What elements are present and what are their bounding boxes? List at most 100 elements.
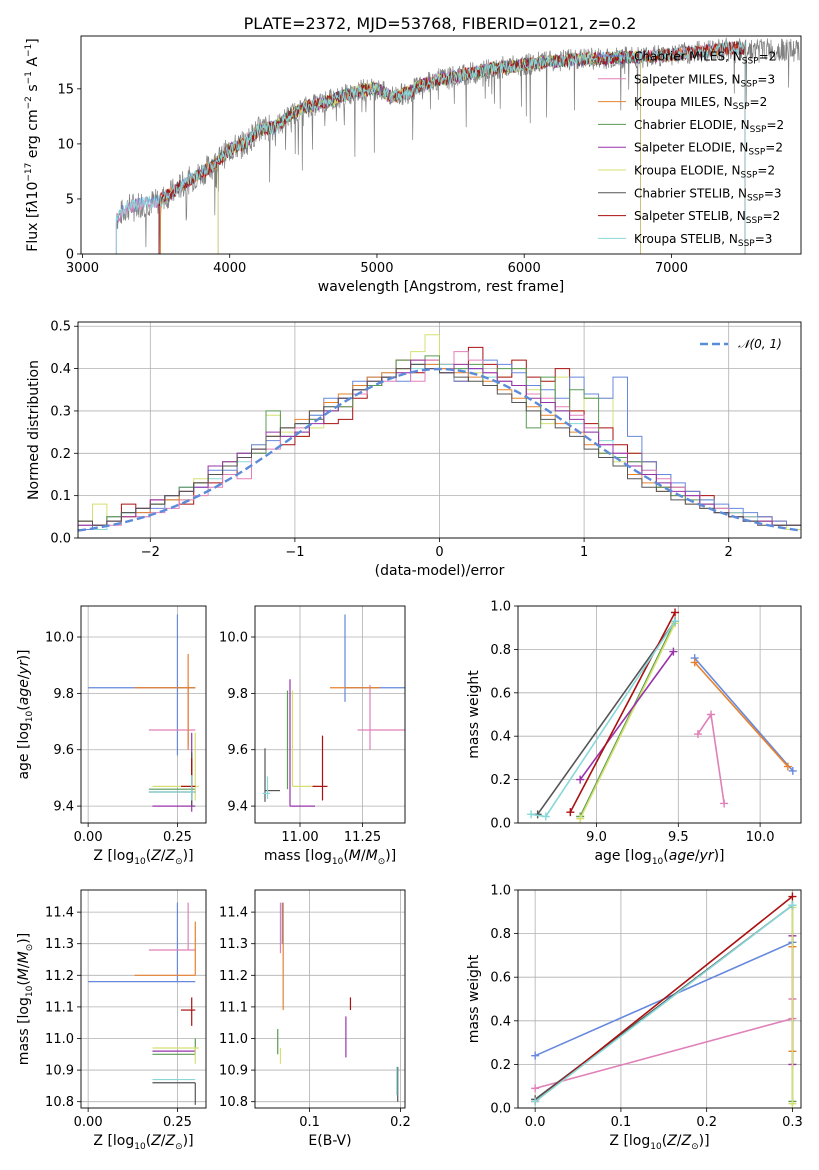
y-axis-label: mass weight <box>466 670 482 759</box>
y-tick-label: 0.3 <box>50 404 71 419</box>
weight-line <box>697 712 725 804</box>
y-tick-label: 11.1 <box>219 1000 248 1015</box>
legend-label: Salpeter MILES, N <box>634 72 741 86</box>
errorbars <box>88 902 199 1105</box>
weight-marker <box>788 1099 797 1108</box>
x-axis-label: wavelength [Angstrom, rest frame] <box>318 279 564 295</box>
legend-subscript: SSP <box>741 79 758 89</box>
y-tick-label: 0.1 <box>50 489 71 504</box>
weight-marker <box>531 1051 540 1060</box>
legend-label: Kroupa STELIB, N <box>634 232 738 246</box>
weight-line <box>579 623 676 820</box>
weight-line <box>579 620 676 817</box>
weight-marker <box>671 617 680 626</box>
weight-line <box>534 999 794 1090</box>
legend-subscript: SSP <box>750 125 767 135</box>
legend-subscript: SSP <box>746 216 763 226</box>
y-tick-label: 0 <box>66 248 74 263</box>
legend-entry: Salpeter STELIB, NSSP=2 <box>634 209 780 226</box>
x-tick-label: −1 <box>285 545 304 560</box>
weight-line <box>694 657 794 772</box>
x-tick-label: 11.00 <box>281 830 318 845</box>
y-tick-label: 10.0 <box>219 631 248 646</box>
y-tick-label: 0.0 <box>490 1102 511 1117</box>
x-tick-label: 0.2 <box>390 1115 411 1130</box>
legend-entry: Kroupa STELIB, NSSP=3 <box>634 232 772 249</box>
weight-marker <box>690 658 699 667</box>
y-axis-label: Flux [fλ10−17 erg cm−2 s−1 A−1] <box>24 38 41 251</box>
legend-entry: Chabrier STELIB, NSSP=3 <box>634 186 782 203</box>
x-tick-label: 11.25 <box>344 830 381 845</box>
legend-label: Salpeter ELODIE, N <box>634 141 748 155</box>
legend-count: =2 <box>757 164 775 178</box>
axes-frame <box>77 321 802 539</box>
x-tick-label: 9.0 <box>586 830 607 845</box>
y-tick-label: 0.4 <box>490 730 511 745</box>
y-tick-label: 11.4 <box>45 906 74 921</box>
legend-entry: Chabrier ELODIE, NSSP=2 <box>634 118 784 135</box>
legend-subscript: SSP <box>738 239 755 249</box>
legend-subscript: SSP <box>742 57 759 67</box>
legend-subscript: SSP <box>741 171 758 181</box>
x-tick-label: 9.5 <box>668 830 689 845</box>
y-tick-label: 10 <box>57 137 74 152</box>
y-tick-label: 0.2 <box>50 447 71 462</box>
axes-frame <box>80 35 802 255</box>
errorbars <box>262 614 405 807</box>
histogram-step-line <box>78 363 801 526</box>
x-axis-label: Z [log10(Z/Z⊙)] <box>609 1133 709 1152</box>
weight-marker <box>788 766 797 775</box>
y-tick-label: 1.0 <box>490 884 511 899</box>
y-tick-label: 11.2 <box>45 969 74 984</box>
weight-marker <box>693 730 702 739</box>
weight-line <box>534 904 793 1103</box>
chart-age-vs-Z: 0.00 0.25 9.4 9.6 9.8 10.0 Z [log10(Z/Z⊙)] age … <box>16 605 207 867</box>
legend-entry: Kroupa MILES, NSSP=2 <box>634 95 767 112</box>
x-tick-label: 0.3 <box>782 1115 803 1130</box>
x-axis-label: E(B-V) <box>308 1133 351 1149</box>
x-tick-label: 7000 <box>655 261 688 276</box>
legend-label: Salpeter STELIB, N <box>634 209 746 223</box>
x-tick-label: −2 <box>141 545 160 560</box>
legend-entry: Salpeter ELODIE, NSSP=2 <box>634 141 783 158</box>
x-tick-label: 1 <box>580 545 588 560</box>
x-tick-label: 10.0 <box>746 830 775 845</box>
y-tick-label: 11.0 <box>45 1032 74 1047</box>
legend-entry: Chabrier MILES, NSSP=2 <box>634 50 776 67</box>
chart-weight-vs-age: 9.0 9.5 10.0 0.0 0.2 0.4 0.6 0.8 1.0 age [log10(a… <box>466 600 802 867</box>
legend-subscript: SSP <box>748 148 765 158</box>
legend-subscript: SSP <box>747 193 764 203</box>
weight-line <box>534 895 793 1103</box>
legend-entry: Salpeter MILES, NSSP=3 <box>634 72 775 89</box>
weight-line <box>536 620 676 815</box>
y-tick-label: 9.8 <box>53 687 74 702</box>
legend-label: Chabrier MILES, N <box>634 50 742 64</box>
y-axis-label: mass [log10(M/M⊙)] <box>16 933 35 1065</box>
y-tick-label: 11.3 <box>45 937 74 952</box>
y-tick-label: 0.4 <box>50 362 71 377</box>
weight-line <box>579 651 675 781</box>
y-tick-label: 0.0 <box>490 817 511 832</box>
weight-line <box>694 661 789 768</box>
chart-age-vs-mass: 11.00 11.25 9.4 9.6 9.8 10.0 mass [log10(M/M⊙)… <box>219 605 406 867</box>
legend-normal: 𝒩(0, 1) <box>738 337 782 351</box>
y-tick-label: 0.5 <box>50 320 71 335</box>
legend-count: =2 <box>766 118 784 132</box>
y-tick-label: 9.6 <box>53 743 74 758</box>
normal-curve <box>78 367 801 532</box>
weight-marker <box>788 892 797 901</box>
x-axis-label: Z [log10(Z/Z⊙)] <box>93 1133 193 1152</box>
y-tick-label: 9.8 <box>227 687 248 702</box>
y-tick-label: 0.2 <box>490 773 511 788</box>
x-tick-label: 3000 <box>66 261 99 276</box>
x-tick-label: 0.1 <box>299 1115 320 1130</box>
y-tick-label: 0.8 <box>490 643 511 658</box>
weight-marker <box>531 1084 540 1093</box>
errorbars <box>88 614 199 812</box>
x-tick-label: 0.00 <box>74 830 103 845</box>
y-tick-label: 0.8 <box>490 927 511 942</box>
y-tick-label: 5 <box>66 192 74 207</box>
chart-mass-vs-Z: 0.00 0.25 10.8 10.9 11.0 11.1 11.2 11.3 11.4 Z [l… <box>16 889 207 1152</box>
x-tick-label: 0.2 <box>696 1115 717 1130</box>
